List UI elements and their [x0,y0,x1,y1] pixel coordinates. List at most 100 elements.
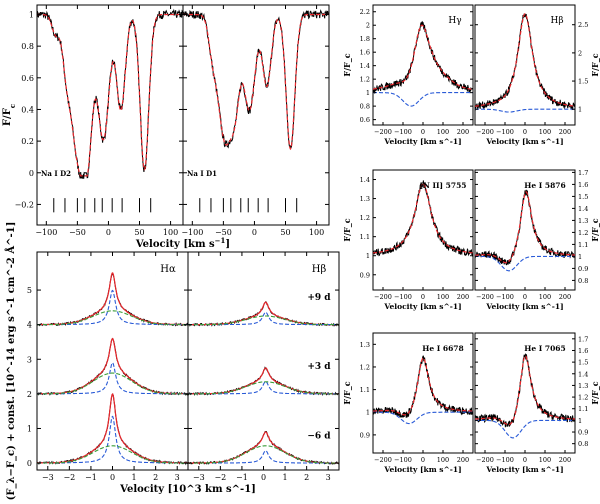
absorption-component-line [373,92,473,107]
y-tick-label: 0.9 [578,265,588,273]
halpha-plot-1 [188,301,339,466]
broad-component-line [37,310,188,326]
y-tick-label: 5 [27,286,32,295]
x-tick-label: −100 [394,128,412,136]
halpha-frame-0 [36,251,189,471]
y-tick-label: 1.1 [360,386,370,394]
y-tick-label: 0.8 [578,440,588,448]
line-spectrum [373,355,473,418]
y-tick-label: 0.8 [21,42,34,51]
line-spectrum [475,189,575,266]
x-tick-label: −100 [496,128,514,136]
x-axis-label: Velocity [km s^-1] [383,302,461,311]
y-tick-label: 1.3 [578,382,588,390]
halpha-spectrum [37,337,188,396]
nad-spectrum [37,8,183,179]
x-tick-label: 0 [261,473,266,482]
y-tick-label: 1.2 [578,229,588,237]
y-tick-label: 1 [29,10,34,19]
y-tick-label: 2 [27,390,32,399]
nad-plot-0 [37,8,183,213]
halpha-spectrum [37,393,188,466]
y-tick-label: 1.3 [360,195,370,203]
y-tick-label: 0.6 [21,74,34,83]
x-tick-label: 200 [457,456,469,464]
broad-component-line [188,381,339,395]
x-tick-label: 1 [132,473,137,482]
x-tick-label: 200 [559,128,571,136]
x-tick-label: 100 [539,128,551,136]
y-tick-label: 2 [578,49,582,57]
x-tick-label: −100 [35,228,57,237]
broad-component-line [188,445,339,464]
line-fit [475,191,575,264]
line-spectrum [373,180,473,257]
y-tick-label: 0 [29,169,34,178]
x-tick-label: 100 [309,228,324,237]
epoch-label: +9 d [307,293,331,303]
halpha-plot-0 [37,272,188,466]
x-tick-label: 0 [523,293,527,301]
x-axis-label: Velocity [km s^-1] [485,465,563,474]
x-tick-label: −200 [476,456,494,464]
x-tick-label: 0 [106,228,111,237]
y-tick-label: 1.3 [360,341,370,349]
line-label: Hβ [550,16,563,26]
halpha-fit-line [37,337,188,395]
line-fit [475,355,575,426]
x-tick-label: −200 [374,128,392,136]
x-tick-label: 2 [304,473,309,482]
y-axis-label: F/F_c [342,218,352,241]
x-tick-label: −2 [214,473,226,482]
x-tick-label: −100 [496,456,514,464]
x-tick-label: 200 [559,456,571,464]
x-axis-label: Velocity [km s^-1] [485,302,563,311]
nad-spectrum [183,9,329,149]
x-axis-label: Velocity [km s−1] [135,236,230,251]
broad-component-line [37,372,188,395]
absorption-component-line [475,419,575,439]
y-tick-label: 1.7 [578,169,588,177]
x-tick-label: 100 [437,456,449,464]
x-tick-label: 3 [175,473,180,482]
y-tick-label: 1.3 [578,217,588,225]
x-axis-label: Velocity [km s^-1] [383,137,461,146]
line-label: Hγ [448,16,461,26]
x-tick-label: −3 [193,473,205,482]
y-tick-label: 0.4 [21,105,34,114]
x-tick-label: 50 [280,228,290,237]
y-tick-label: 1 [578,417,582,425]
epoch-label: −6 d [307,431,331,441]
line-plot-0 [373,20,473,107]
broad-component-line [37,445,188,464]
y-tick-label: 1.2 [360,76,370,84]
line-spectrum [475,352,575,428]
y-tick-label: 1.5 [578,193,588,201]
x-tick-label: −50 [215,228,232,237]
y-tick-label: 1.2 [360,363,370,371]
line-label: Hα [160,264,176,275]
y-tick-label: 0.9 [360,271,370,279]
line-label: [N II] 5755 [419,181,466,190]
x-tick-label: 200 [559,293,571,301]
y-tick-label: 1 [578,253,582,261]
nad-plot-1 [183,9,329,213]
x-tick-label: −2 [63,473,75,482]
x-tick-label: 0 [523,128,527,136]
y-tick-label: 0 [27,459,32,468]
line-plot-5 [475,352,575,439]
x-tick-label: 0 [252,228,257,237]
y-tick-label: 1.4 [578,205,588,213]
x-tick-label: 100 [437,293,449,301]
y-tick-label: 1.6 [578,347,588,355]
x-tick-label: 100 [163,228,178,237]
y-tick-label: 1.7 [578,335,588,343]
y-tick-label: 0.2 [21,137,34,146]
y-tick-label: −0.2 [15,200,34,209]
y-tick-label: 2.5 [578,21,588,29]
line-plot-1 [475,13,575,113]
y-tick-label: 1.1 [578,241,588,249]
line-label: Na I D1 [187,169,217,178]
x-tick-label: −100 [394,456,412,464]
nad-fit-line [183,13,329,151]
